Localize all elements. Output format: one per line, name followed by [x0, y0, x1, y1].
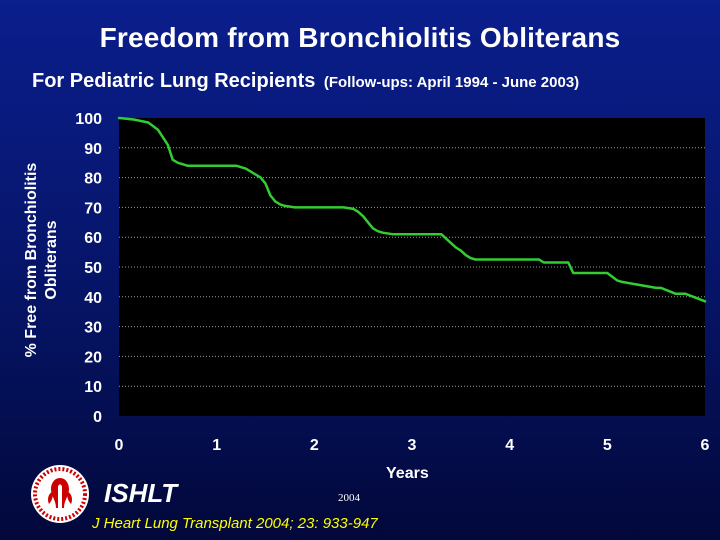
y-tick-label: 70	[84, 200, 102, 217]
y-tick-label: 10	[84, 379, 102, 396]
y-tick-label: 20	[84, 349, 102, 366]
y-tick-label: 30	[84, 320, 102, 337]
y-axis-label-line2: Obliterans	[43, 220, 60, 300]
x-axis-label: Years	[386, 465, 429, 482]
x-tick-label: 4	[505, 437, 514, 454]
subtitle-main: For Pediatric Lung Recipients	[32, 70, 316, 92]
y-tick-label: 90	[84, 141, 102, 158]
chart-subtitle: For Pediatric Lung Recipients (Follow-up…	[32, 70, 579, 93]
y-axis-label-line1: % Free from Bronchiolitis	[23, 162, 40, 358]
y-axis-label: % Free from Bronchiolitis Obliterans	[22, 142, 62, 378]
followup-range: (Follow-ups: April 1994 - June 2003)	[323, 74, 580, 91]
x-tick-label: 6	[701, 437, 710, 454]
chart-title: Freedom from Bronchiolitis Obliterans	[99, 22, 621, 53]
x-tick-label: 0	[115, 437, 124, 454]
y-tick-label: 80	[84, 171, 102, 188]
y-tick-label: 40	[84, 290, 102, 307]
footer-year: 2004	[338, 492, 360, 504]
x-tick-label: 3	[408, 437, 417, 454]
org-name: ISHLT	[104, 478, 178, 508]
x-tick-label: 1	[212, 437, 221, 454]
citation: J Heart Lung Transplant 2004; 23: 933-94…	[92, 515, 378, 532]
plot-area	[119, 118, 705, 416]
x-tick-label: 2	[310, 437, 319, 454]
y-tick-label: 0	[93, 409, 102, 426]
series-line	[117, 116, 707, 303]
ishlt-seal-icon	[31, 465, 89, 523]
y-tick-label: 100	[75, 111, 102, 128]
y-tick-label: 60	[84, 230, 102, 247]
x-tick-label: 5	[603, 437, 612, 454]
y-tick-label: 50	[84, 260, 102, 277]
